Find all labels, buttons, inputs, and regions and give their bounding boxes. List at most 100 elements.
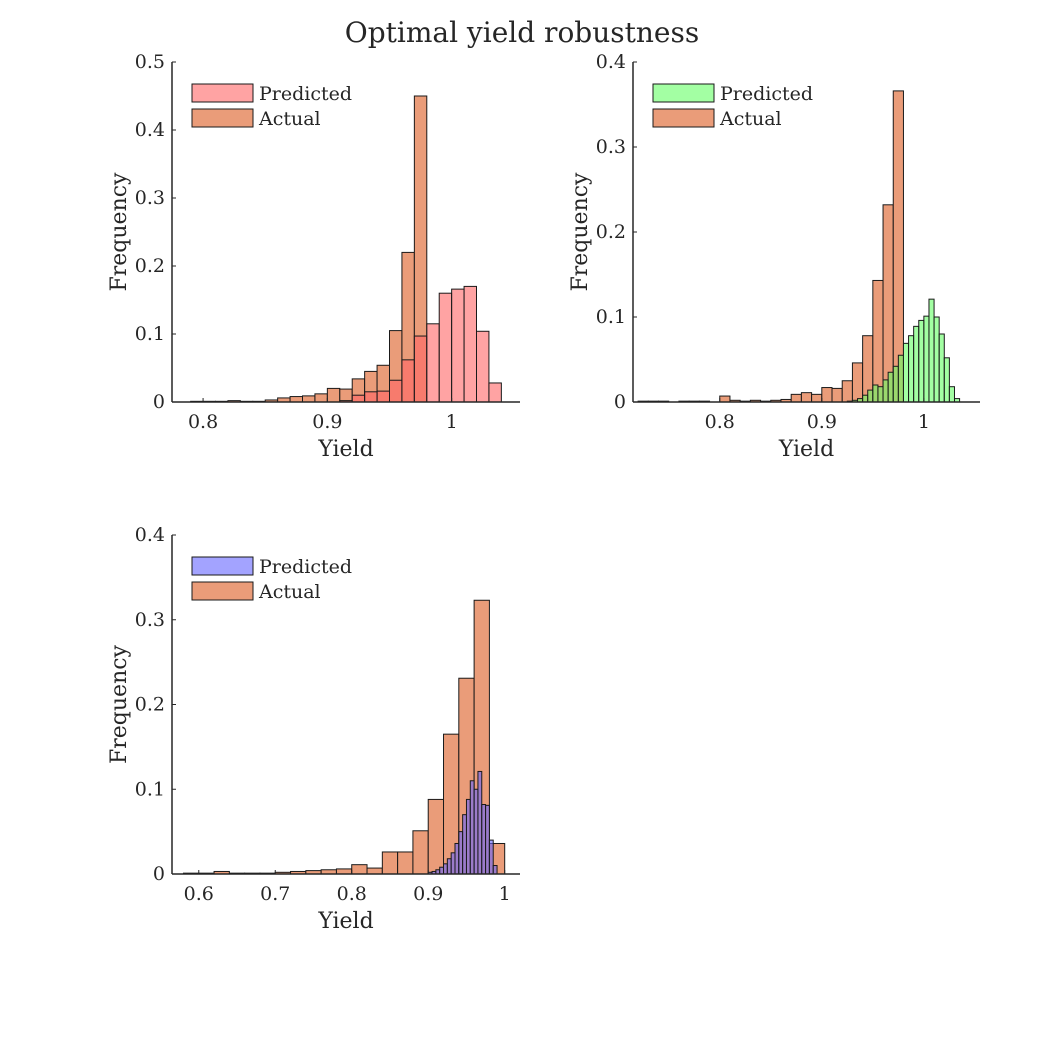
x-axis-label: Yield — [317, 909, 373, 934]
bar-predicted — [892, 365, 899, 403]
bar-predicted — [492, 865, 498, 875]
y-tick-label: 0.1 — [135, 778, 165, 800]
bar-predicted — [488, 839, 494, 875]
bar-predicted — [364, 391, 378, 403]
y-axis-label: Frequency — [107, 172, 132, 292]
x-tick-label: 0.9 — [413, 883, 443, 905]
x-tick-label: 0.6 — [184, 883, 214, 905]
legend: Predicted Actual — [191, 83, 352, 130]
bar-predicted — [389, 379, 403, 403]
bar-predicted — [463, 285, 478, 403]
bar-predicted — [426, 323, 440, 403]
bar-actual — [790, 393, 802, 403]
bar-actual — [851, 362, 864, 403]
series-actual — [637, 90, 904, 403]
x-tick-label: 0.7 — [260, 883, 290, 905]
bar-actual — [381, 851, 399, 875]
legend: Predicted Actual — [191, 556, 352, 603]
x-tick-label: 1 — [499, 883, 511, 905]
bar-predicted — [458, 831, 464, 875]
y-tick-label: 0 — [614, 391, 626, 413]
y-tick-label: 0.3 — [135, 187, 165, 209]
x-tick-label: 0.8 — [188, 411, 218, 433]
bar-actual — [335, 868, 353, 875]
bar-predicted — [933, 316, 940, 403]
y-axis-label: Frequency — [568, 172, 593, 292]
bar-predicted — [877, 386, 884, 403]
figure-title: Optimal yield robustness — [345, 16, 699, 49]
bar-predicted — [469, 780, 475, 875]
y-tick-label: 0.3 — [135, 609, 165, 631]
bar-predicted — [473, 788, 479, 875]
legend-label-actual: Actual — [258, 581, 321, 603]
bar-actual — [831, 387, 843, 403]
bar-actual — [366, 867, 383, 875]
bar-actual — [314, 393, 328, 403]
bar-actual — [872, 279, 884, 403]
y-tick-label: 0.1 — [596, 306, 626, 328]
bar-actual — [339, 388, 353, 403]
chart-panel-3: 0.6 0.7 0.8 0.9 1 0 0.1 0.2 0.3 0.4 Yield Frequency… — [107, 524, 520, 934]
bar-predicted — [443, 863, 448, 875]
series-actual — [190, 95, 428, 403]
bar-predicted — [882, 379, 889, 403]
x-tick-label: 0.9 — [807, 411, 837, 433]
y-tick-label: 0.2 — [596, 221, 626, 243]
bar-predicted — [476, 330, 490, 403]
y-tick-label: 0.4 — [596, 51, 626, 73]
bar-predicted — [465, 798, 471, 875]
legend-swatch-actual — [191, 108, 254, 128]
x-axis-label: Yield — [778, 437, 834, 462]
y-tick-label: 0.3 — [596, 136, 626, 158]
x-tick-label: 0.8 — [337, 883, 367, 905]
bar-predicted — [943, 357, 950, 403]
bar-actual — [821, 387, 833, 403]
legend-swatch-actual — [652, 108, 715, 128]
x-tick-label: 1 — [918, 411, 930, 433]
legend-label-predicted: Predicted — [259, 83, 352, 105]
bar-predicted — [872, 384, 879, 403]
y-tick-label: 0.2 — [135, 255, 165, 277]
bar-predicted — [401, 359, 415, 403]
chart-panels: 0.8 0.9 1 0 0.1 0.2 0.3 0.4 0.5 Yield Frequency Pre… — [107, 51, 980, 934]
legend-label-predicted: Predicted — [720, 83, 813, 105]
bar-actual — [397, 851, 414, 875]
bar-predicted — [488, 382, 502, 403]
chart-panel-2: 0.8 0.9 1 0 0.1 0.2 0.3 0.4 Yield Frequency Predic… — [568, 51, 980, 462]
y-axis-label: Frequency — [107, 644, 132, 764]
bar-predicted — [450, 852, 456, 875]
bar-predicted — [913, 325, 920, 403]
bar-predicted — [438, 292, 453, 403]
bar-predicted — [376, 390, 391, 403]
bar-predicted — [902, 342, 910, 403]
bar-actual — [351, 864, 368, 875]
legend-swatch-predicted — [191, 556, 254, 576]
y-tick-label: 0.5 — [135, 51, 165, 73]
x-axis-label: Yield — [317, 437, 373, 462]
bar-predicted — [451, 288, 465, 403]
y-tick-label: 0 — [153, 863, 165, 885]
y-tick-label: 0.1 — [135, 323, 165, 345]
legend-swatch-actual — [191, 581, 254, 601]
bar-predicted — [439, 866, 445, 875]
bar-predicted — [351, 394, 366, 403]
bar-predicted — [928, 298, 935, 403]
bar-predicted — [462, 814, 467, 875]
x-tick-label: 0.9 — [312, 411, 342, 433]
bar-predicted — [485, 804, 490, 875]
x-tick-label: 1 — [446, 411, 458, 433]
bar-predicted — [918, 319, 925, 403]
bar-actual — [800, 392, 813, 403]
bar-predicted — [446, 858, 452, 875]
bar-predicted — [923, 315, 930, 403]
bar-predicted — [413, 335, 428, 403]
series-predicted — [339, 285, 502, 403]
bar-predicted — [454, 842, 460, 875]
bar-predicted — [897, 354, 904, 403]
bar-predicted — [477, 770, 483, 875]
y-tick-label: 0.4 — [135, 524, 165, 546]
bar-actual — [427, 798, 445, 875]
bar-actual — [289, 396, 304, 403]
bar-predicted — [908, 335, 915, 403]
